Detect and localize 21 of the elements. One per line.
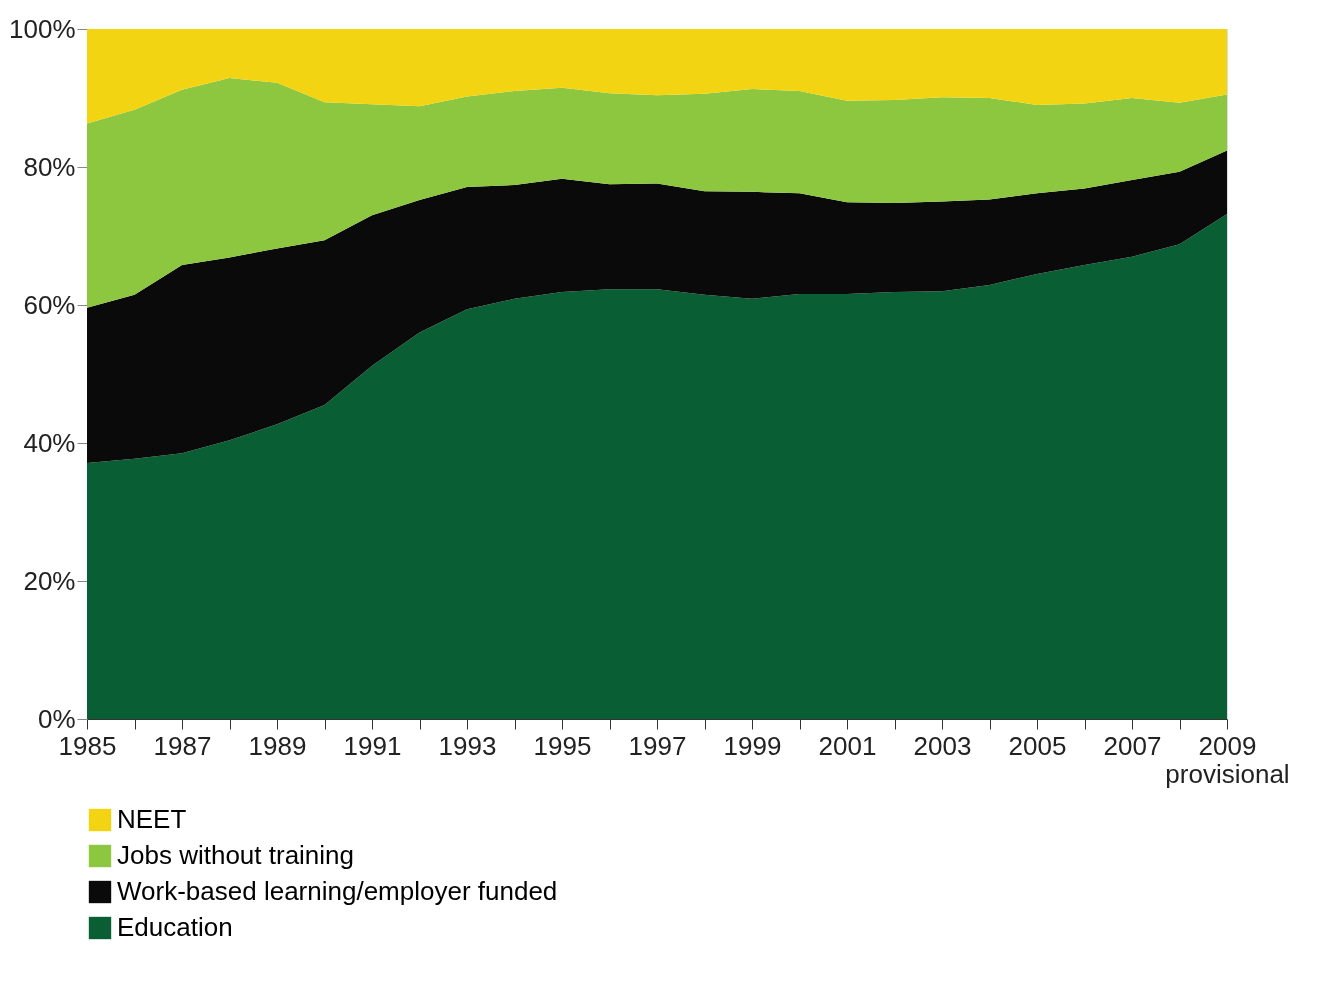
x-tick-label: 1987 [153,730,212,761]
x-tick-label: 2005 [1008,730,1067,761]
x-tick-label: 2007 [1103,730,1162,761]
legend-label: NEET [117,804,187,834]
y-tick-label: 60% [23,289,76,320]
x-tick-label: 2003 [913,730,972,761]
legend-label: Work-based learning/employer funded [117,876,558,906]
x-tick-label: 2001 [818,730,877,761]
x-tick-label: 1993 [438,730,497,761]
y-tick-label: 20% [23,565,76,596]
x-tick-label: 1999 [723,730,782,761]
x-tick-label: 2009 provisional [1165,730,1290,789]
y-tick-label: 100% [9,13,76,44]
legend-label: Education [117,912,233,942]
x-tick-label: 1991 [343,730,402,761]
y-tick-label: 80% [23,151,76,182]
x-tick-label: 1989 [248,730,307,761]
x-tick-label: 1995 [533,730,592,761]
x-tick-label: 1997 [628,730,687,761]
legend-label: Jobs without training [117,840,355,870]
y-tick-label: 40% [23,427,76,458]
